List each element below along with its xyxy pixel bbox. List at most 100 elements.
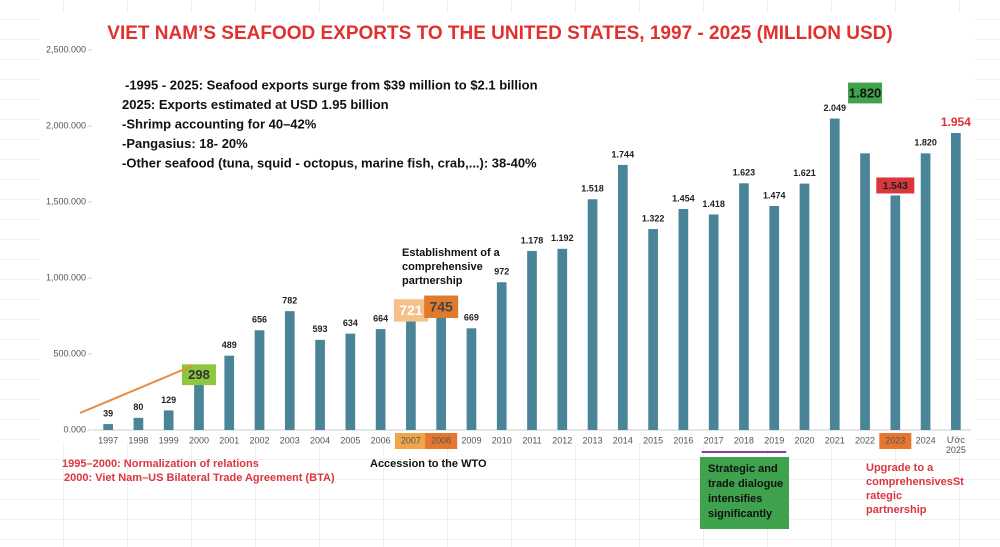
bar [769,205,780,430]
value-label: 1.192 [551,233,574,243]
annotation: Upgrade to a [866,462,934,474]
value-label: 972 [494,267,509,277]
bar [224,355,235,430]
category-highlight [879,433,912,449]
bar [951,132,961,430]
x-tick-label: 2018 [734,435,754,445]
annotation: trade dialogue [708,478,783,490]
bar [284,311,295,430]
y-tick-label: 2,500.000 [46,44,86,54]
x-tick-label: 1997 [98,435,118,445]
value-label: 745 [429,298,453,314]
value-label: 1.322 [642,213,665,223]
annotation: comprehensive [402,261,483,273]
value-label: 1.474 [763,190,786,200]
bar [739,183,749,430]
annotation: partnership [402,275,463,287]
chart-title: VIET NAM’S SEAFOOD EXPORTS TO THE UNITED… [107,23,892,44]
value-label: 721 [399,302,423,318]
x-tick-label: 2007 [401,435,421,445]
bar [436,316,447,430]
annotation: partnership [866,504,927,516]
value-label: 489 [222,340,237,350]
x-tick-label: 2012 [552,435,572,445]
bar [860,153,870,431]
value-label: 1.621 [793,168,816,178]
x-tick-label: 2008 [431,435,451,445]
bar [799,183,810,430]
plot: 0.000 500.000 1,000.000 1,500.000 2,000.000 2… [46,44,971,529]
bar [920,153,931,431]
bar [103,424,113,430]
value-label: 129 [161,395,176,405]
value-label: 1.820 [914,138,937,148]
bar [617,164,628,431]
summary-line: -Shrimp accounting for 40–42% [122,116,317,131]
x-tick-label: 2009 [461,435,481,445]
x-tick-label: 1998 [128,435,148,445]
value-label: 1.623 [733,168,756,178]
annotation: 2000: Viet Nam–US Bilateral Trade Agreem… [64,472,335,484]
bar [557,248,568,430]
summary-line: -Pangasius: 18- 20% [122,136,248,151]
bar [890,195,901,430]
annotation: rategic [866,490,902,502]
y-tick-label: 0.000 [63,424,86,434]
bar [254,330,265,430]
bar [315,339,325,430]
value-label: 2.049 [823,103,846,113]
x-tick-label: 2023 [885,435,905,445]
bar [496,282,507,430]
x-tick-label: 2022 [855,435,875,445]
x-tick-label: 2006 [371,435,391,445]
value-label: 39 [103,408,113,418]
value-label: 1.954 [941,115,971,129]
x-tick-label: 2004 [310,435,330,445]
bar [345,333,356,430]
x-tick-label: 2019 [764,435,784,445]
value-label: 593 [313,324,328,334]
x-tick-label: Ước 2025 [946,435,966,455]
value-label: 1.820 [849,85,882,100]
bar [708,214,719,430]
x-tick-label: 2021 [825,435,845,445]
value-label-box [424,295,459,318]
x-tick-label: 2001 [219,435,239,445]
bar [194,384,204,430]
value-label-box [181,364,216,386]
y-tick-label: 1,500.000 [46,196,86,206]
summary-line: 2025: Exports estimated at USD 1.95 bill… [122,97,389,112]
x-tick-label: 2003 [280,435,300,445]
bar [375,329,386,430]
value-label: 1.454 [672,193,695,203]
value-label: 782 [282,296,297,306]
annotation: Accession to the WTO [370,458,487,470]
y-tick-label: 500.000 [53,348,86,358]
bar [587,199,598,430]
annotation: comprehensivesSt [866,476,964,488]
value-label: 634 [343,318,358,328]
category-highlight [425,433,458,449]
x-tick-label: 2017 [704,435,724,445]
annotation: significantly [708,508,773,520]
value-label: 1.178 [521,235,544,245]
bar [527,250,537,430]
bar [648,229,658,430]
summary-line: -Other seafood (tuna, squid - octopus, m… [122,155,537,170]
bar [678,208,689,430]
x-tick-label: 2016 [673,435,693,445]
summary-line: -1995 - 2025: Seafood exports surge from… [125,77,538,92]
annotation: Strategic and [708,463,778,475]
value-label: 1.518 [581,184,604,194]
bar [829,118,840,430]
x-tick-label: 2014 [613,435,633,445]
annotation: 1995–2000: Normalization of relations [62,458,259,470]
y-tick-label: 1,000.000 [46,272,86,282]
x-tick-label: 2020 [794,435,814,445]
value-label-box [393,299,428,322]
x-tick-label: 2010 [492,435,512,445]
annotation-box [700,457,789,529]
value-label: 1.418 [702,199,725,209]
value-label: 80 [133,402,143,412]
x-tick-label: 2013 [583,435,603,445]
